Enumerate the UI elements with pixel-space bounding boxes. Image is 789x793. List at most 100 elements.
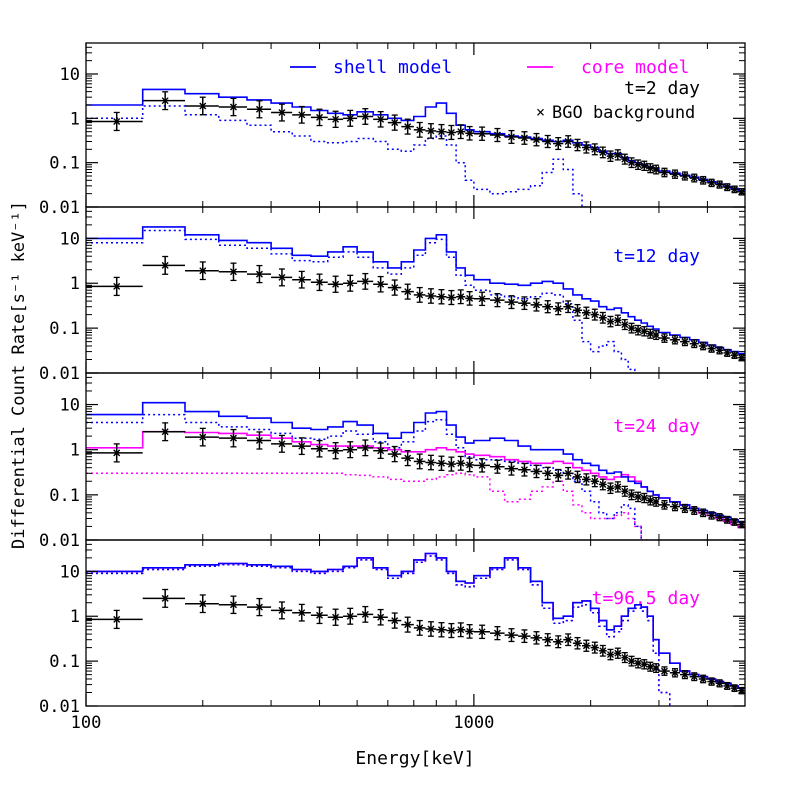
bgo-marker [599, 314, 607, 322]
panel-time-label: t=96.5 day [592, 588, 701, 609]
bgo-point [271, 601, 293, 620]
shell-line-series [86, 413, 642, 540]
bgo-point [669, 335, 681, 345]
bgo-point [590, 308, 599, 321]
shell-total-series [86, 401, 745, 523]
panel-time-label: t=12 day [613, 246, 700, 267]
bgo-point [86, 276, 143, 297]
bgo-point [425, 621, 437, 637]
bgo-marker [298, 111, 306, 119]
bgo-marker [690, 507, 698, 515]
legend-shell-label: shell model [333, 57, 452, 78]
bgo-marker [457, 459, 465, 467]
bgo-point [634, 324, 642, 336]
y-tick-label: 0.01 [39, 198, 80, 218]
bgo-point [436, 289, 447, 305]
bgo-marker [716, 513, 724, 521]
bgo-point [628, 157, 636, 169]
bgo-marker [723, 349, 731, 357]
bgo-point [271, 103, 293, 122]
bgo-point [542, 300, 554, 314]
bgo-point [669, 501, 681, 512]
bgo-point [413, 121, 426, 138]
bgo-point [489, 127, 505, 143]
bgo-point [572, 303, 583, 317]
bgo-point [582, 141, 591, 154]
bgo-point [425, 288, 437, 304]
bgo-point [563, 300, 573, 314]
y-tick-label: 0.1 [49, 652, 80, 672]
bgo-marker [161, 594, 169, 602]
bgo-point [246, 597, 272, 617]
bgo-marker [404, 288, 412, 296]
bgo-marker [544, 303, 552, 311]
bgo-marker [507, 298, 515, 306]
bgo-marker [554, 140, 562, 148]
bgo-point [271, 434, 293, 453]
bgo-marker [255, 603, 263, 611]
bgo-point [456, 455, 466, 471]
bgo-point [310, 606, 328, 625]
y-tick-label: 0.01 [39, 531, 80, 551]
bgo-point [401, 283, 414, 300]
y-tick-label: 10 [60, 396, 80, 416]
bgo-point [436, 123, 447, 140]
panel-4: 0.01 0.1 1 10 t=96.5 day [39, 539, 746, 717]
bgo-marker [574, 141, 582, 149]
bgo-point [504, 129, 519, 144]
bgo-point [142, 588, 186, 608]
bgo-marker [391, 450, 399, 458]
bgo-point [518, 629, 531, 644]
bgo-marker [554, 471, 562, 479]
panel-4-plot-area [86, 552, 745, 706]
bgo-marker [278, 440, 286, 448]
bgo-marker [113, 615, 121, 623]
bgo-marker [660, 334, 668, 342]
bgo-marker [447, 460, 455, 468]
bgo-marker [634, 326, 642, 334]
bgo-point [707, 178, 716, 188]
bgo-marker [113, 282, 121, 290]
bgo-point [310, 273, 328, 292]
legend-core-label: core model [581, 57, 689, 78]
bgo-marker [606, 318, 614, 326]
bgo-point [707, 677, 716, 686]
bgo-point [530, 464, 543, 479]
bgo-marker [437, 626, 445, 634]
bgo-point [582, 306, 591, 319]
bgo-point [640, 492, 648, 504]
bgo-point [680, 337, 690, 347]
bgo-point [621, 318, 629, 331]
bgo-marker [361, 610, 369, 618]
bgo-marker [731, 684, 739, 692]
bgo-marker [316, 445, 324, 453]
bgo-marker [690, 174, 698, 182]
bgo-marker [532, 467, 540, 475]
bgo-point [614, 647, 622, 659]
bgo-marker [229, 601, 237, 609]
bgo-point [689, 173, 699, 183]
bgo-marker [634, 659, 642, 667]
bgo-marker [652, 166, 660, 174]
bgo-point [652, 663, 660, 674]
bgo-marker [582, 642, 590, 650]
bgo-point [542, 466, 554, 480]
bgo-marker [564, 469, 572, 477]
bgo-point [425, 454, 437, 471]
y-tick-label: 10 [60, 562, 80, 582]
bgo-marker [113, 117, 121, 125]
bgo-point [606, 482, 615, 495]
bgo-point [425, 123, 437, 139]
bgo-marker [564, 303, 572, 311]
bgo-point [310, 108, 328, 127]
bgo-marker [681, 504, 689, 512]
bgo-point [680, 503, 690, 514]
bgo-marker [708, 345, 716, 353]
bgo-marker [716, 679, 724, 687]
bgo-marker [532, 136, 540, 144]
bgo-marker [416, 126, 424, 134]
bgo-marker [457, 128, 465, 136]
bgo-marker [255, 436, 263, 444]
bgo-point [343, 274, 358, 292]
